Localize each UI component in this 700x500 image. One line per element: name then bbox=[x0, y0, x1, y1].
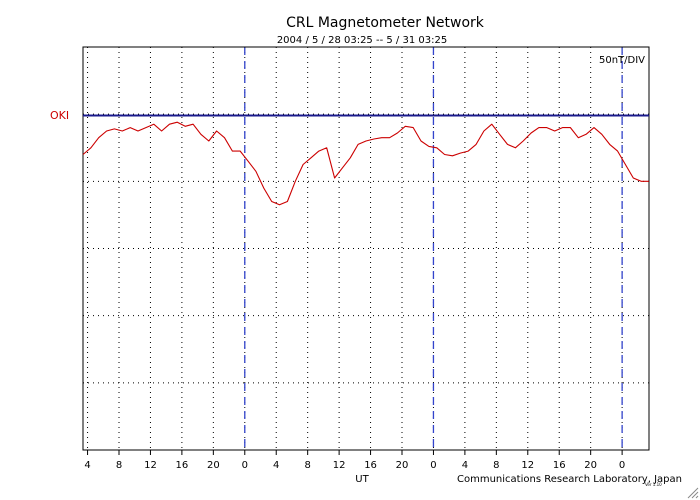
trace bbox=[82, 121, 649, 206]
x-tick-label-3: 16 bbox=[176, 460, 189, 471]
plot-frame bbox=[82, 46, 650, 451]
x-tick-label-7: 8 bbox=[304, 460, 310, 471]
x-tick-label-16: 20 bbox=[584, 460, 597, 471]
x-tick-label-6: 4 bbox=[273, 460, 279, 471]
x-tick-label-4: 20 bbox=[207, 460, 220, 471]
x-tick-label-17: 0 bbox=[619, 460, 625, 471]
x-tick-label-12: 4 bbox=[462, 460, 468, 471]
credit-text: Communications Research Laboratory, Japa… bbox=[457, 474, 682, 485]
scale-label: 50nT/DIV bbox=[599, 55, 645, 66]
x-tick-label-2: 12 bbox=[144, 460, 157, 471]
version-note: Ver 1.10 bbox=[645, 482, 662, 487]
x-tick-label-9: 16 bbox=[364, 460, 377, 471]
x-tick-label-0: 4 bbox=[84, 460, 90, 471]
day-divider-lines bbox=[244, 47, 623, 450]
x-axis-tick-labels: 4 8 12 16 20 0 4 8 12 16 20 0 4 8 12 16 20 0 bbox=[84, 460, 625, 471]
x-tick-label-8: 12 bbox=[333, 460, 346, 471]
x-tick-label-13: 8 bbox=[493, 460, 499, 471]
grid bbox=[83, 47, 649, 450]
chart-title: CRL Magnetometer Network bbox=[286, 15, 485, 31]
x-tick-label-15: 16 bbox=[553, 460, 566, 471]
x-tick-label-11: 0 bbox=[430, 460, 436, 471]
x-tick-label-10: 20 bbox=[396, 460, 409, 471]
x-axis-label: UT bbox=[355, 474, 369, 485]
trace-line-oki bbox=[82, 121, 649, 206]
x-tick-label-14: 12 bbox=[521, 460, 534, 471]
resize-grip-icon[interactable] bbox=[685, 485, 699, 499]
chart-subtitle: 2004 / 5 / 28 03:25 -- 5 / 31 03:25 bbox=[277, 35, 447, 46]
station-label-oki: OKI bbox=[50, 109, 69, 122]
x-tick-label-5: 0 bbox=[242, 460, 248, 471]
x-tick-label-1: 8 bbox=[116, 460, 122, 471]
x-axis-ticks bbox=[87, 450, 623, 455]
